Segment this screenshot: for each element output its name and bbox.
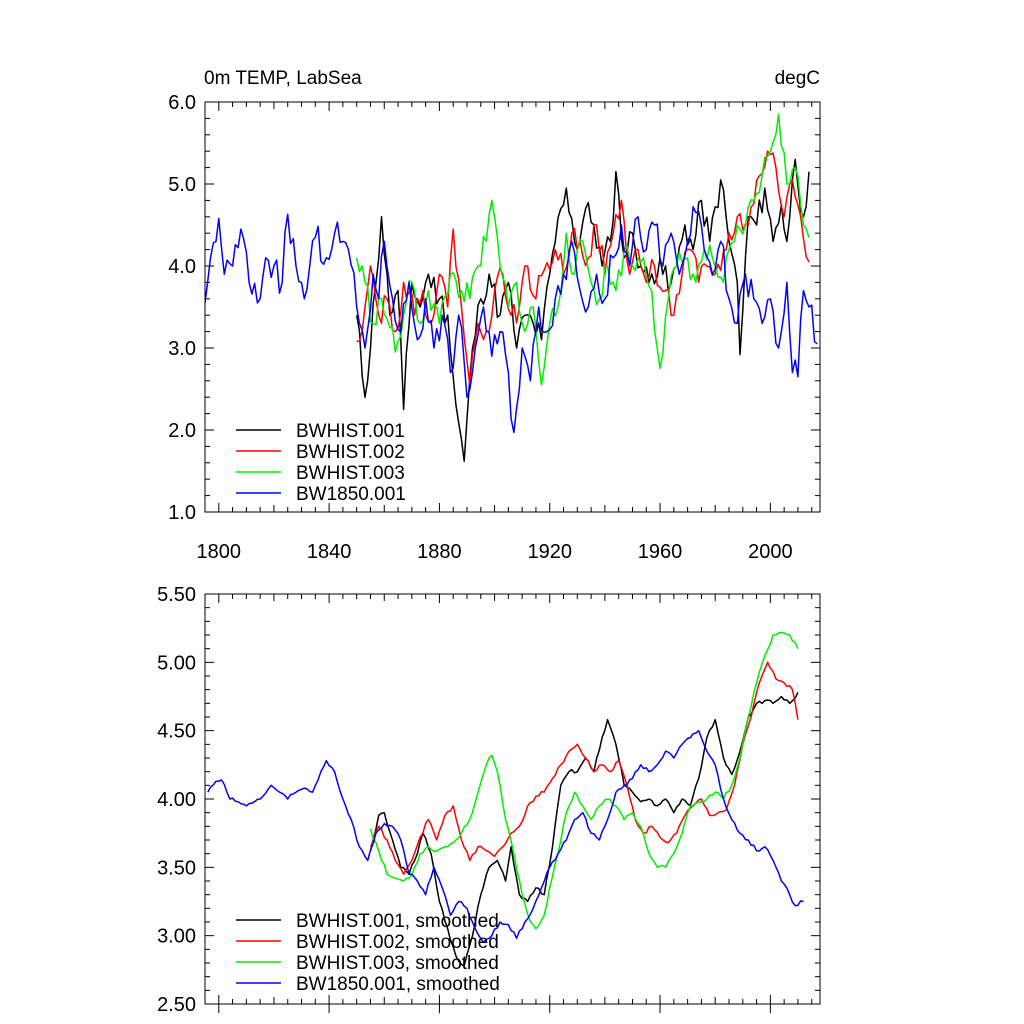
y-tick-label: 3.00	[157, 926, 196, 948]
series-line-bw1850-001	[205, 206, 818, 434]
legend-label-bwhist-002-smoothed: BWHIST.002, smoothed	[296, 932, 499, 953]
legend-label-bw1850-001-smoothed: BW1850.001, smoothed	[296, 974, 500, 995]
x-tick-label: 1840	[307, 541, 352, 563]
panel-top: 0m TEMP, LabSea degC 1.02.03.04.05.06.0 …	[168, 68, 821, 563]
x-tick-label: 2000	[748, 541, 793, 563]
y-tick-label: 4.0	[168, 256, 196, 278]
series-line-bwhist-001	[355, 158, 810, 462]
legend-label-bwhist-003-smoothed: BWHIST.003, smoothed	[296, 953, 499, 974]
series-line-bwhist-002	[356, 150, 810, 386]
bottom-plot-frame	[204, 593, 821, 1005]
panel-top-title-right: degC	[775, 68, 820, 89]
top-x-tick-labels: 1800 1840 1880 1920 1960 2000	[197, 541, 793, 563]
x-tick-label: 1960	[638, 541, 683, 563]
series-line-bw1850-001-smoothed	[207, 729, 804, 944]
y-tick-label: 2.0	[168, 420, 196, 442]
legend-label-bwhist-001: BWHIST.001	[296, 421, 405, 442]
top-axis-ticks	[204, 101, 820, 513]
x-tick-label: 1880	[417, 541, 462, 563]
series-line-bwhist-001-smoothed	[369, 692, 799, 967]
legend-label-bw1850-001: BW1850.001	[296, 484, 406, 505]
bottom-y-tick-labels: 2.50 3.00 3.50 4.00 4.50 5.00 5.50	[157, 584, 196, 1016]
y-tick-label: 4.00	[157, 789, 196, 811]
y-tick-label: 3.50	[157, 857, 196, 879]
top-plot-frame	[204, 101, 821, 513]
top-plot-lines	[205, 113, 818, 462]
x-tick-label: 1920	[527, 541, 572, 563]
y-tick-label: 1.0	[168, 502, 196, 524]
y-tick-label: 5.50	[157, 584, 196, 606]
series-line-bwhist-003-smoothed	[369, 631, 799, 930]
panel-bottom: 2.50 3.00 3.50 4.00 4.50 5.00 5.50 BWHIST.001,…	[157, 584, 821, 1016]
y-tick-label: 3.0	[168, 338, 196, 360]
y-tick-label: 6.0	[168, 92, 196, 114]
y-tick-label: 2.50	[157, 994, 196, 1016]
legend-label-bwhist-003: BWHIST.003	[296, 463, 405, 484]
bottom-plot-lines	[207, 631, 804, 967]
x-tick-label: 1800	[197, 541, 242, 563]
top-y-tick-labels: 1.0 2.0 3.0 4.0 5.0 6.0	[168, 92, 196, 524]
y-tick-label: 5.0	[168, 174, 196, 196]
panel-top-title-left: 0m TEMP, LabSea	[204, 68, 362, 89]
y-tick-label: 4.50	[157, 721, 196, 743]
series-line-bwhist-003	[355, 113, 810, 386]
legend-label-bwhist-001-smoothed: BWHIST.001, smoothed	[296, 911, 499, 932]
legend-label-bwhist-002: BWHIST.002	[296, 442, 405, 463]
y-tick-label: 5.00	[157, 652, 196, 674]
